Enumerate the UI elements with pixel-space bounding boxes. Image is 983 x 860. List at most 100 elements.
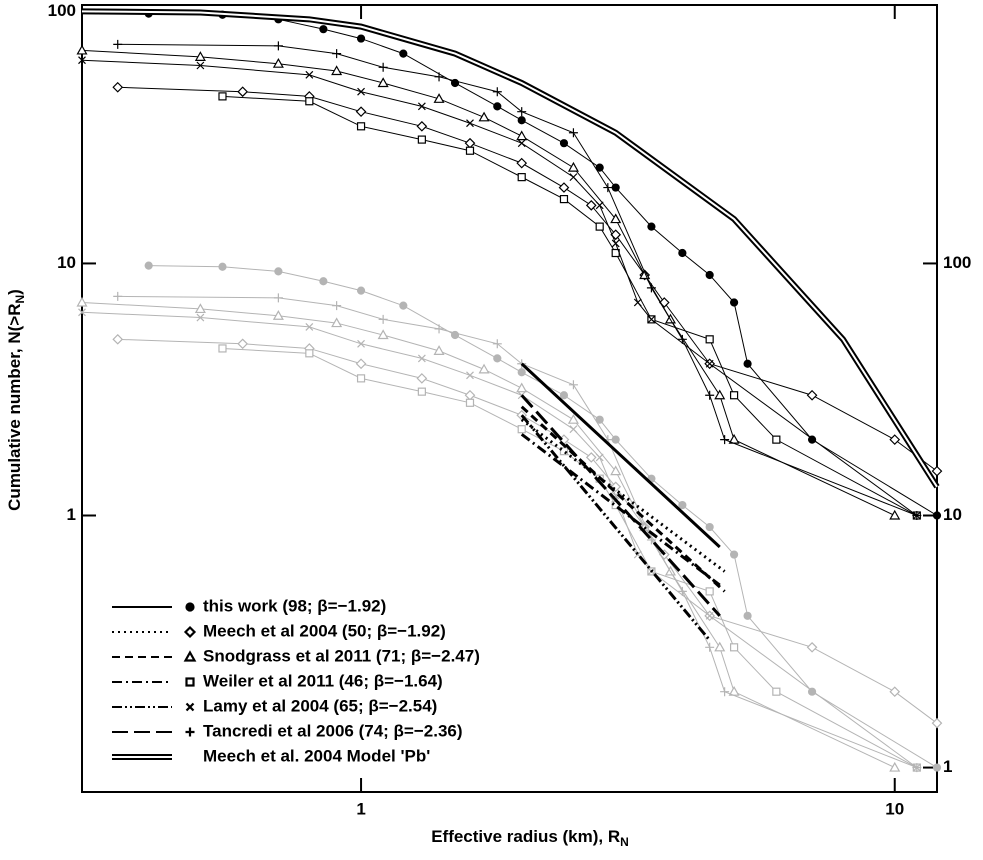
marker <box>647 222 656 231</box>
x-label-sub: N <box>620 835 629 849</box>
marker <box>185 727 195 737</box>
marker <box>559 139 569 148</box>
model-line-inner <box>81 10 938 488</box>
plot-frame <box>81 4 938 793</box>
legend-label: Lamy et al 2004 (65; β=−2.54) <box>203 696 437 715</box>
marker <box>889 686 901 698</box>
marker <box>305 70 314 79</box>
marker <box>185 677 195 687</box>
marker <box>113 39 123 49</box>
marker <box>559 391 569 400</box>
marker <box>567 413 579 424</box>
marker <box>237 338 249 350</box>
marker <box>355 106 367 118</box>
marker <box>568 128 578 138</box>
marker <box>569 425 578 434</box>
marker <box>585 452 597 463</box>
marker <box>516 157 528 169</box>
marker <box>516 382 528 393</box>
marker <box>569 173 578 182</box>
marker <box>611 435 620 444</box>
marker <box>932 763 942 772</box>
fit-line <box>520 394 721 617</box>
marker <box>78 56 86 65</box>
marker <box>932 511 942 520</box>
series-line <box>117 295 918 769</box>
fit-line <box>520 362 721 549</box>
marker <box>357 87 365 96</box>
marker <box>729 550 739 559</box>
marker <box>658 297 670 308</box>
marker <box>76 44 88 55</box>
marker <box>646 283 656 293</box>
marker <box>558 182 570 193</box>
marker <box>319 277 328 286</box>
x-tick-label: 1 <box>356 799 365 818</box>
marker <box>610 465 622 476</box>
marker <box>466 371 474 380</box>
marker <box>331 317 343 328</box>
marker <box>743 611 752 620</box>
marker <box>273 41 283 51</box>
marker <box>112 333 124 345</box>
marker <box>517 107 527 117</box>
marker <box>465 398 475 407</box>
marker <box>517 173 526 182</box>
fit-line <box>520 418 726 573</box>
marker <box>76 296 88 307</box>
marker <box>433 345 445 355</box>
marker <box>912 511 922 521</box>
marker <box>705 390 715 400</box>
marker <box>416 120 428 132</box>
marker <box>889 434 901 445</box>
marker <box>516 130 528 141</box>
marker <box>806 641 818 653</box>
marker <box>677 586 687 596</box>
y2-tick-label: 10 <box>943 505 962 524</box>
marker <box>356 286 366 295</box>
marker <box>399 49 408 58</box>
marker <box>705 587 714 596</box>
marker <box>705 335 714 344</box>
x-tick-label: 10 <box>885 799 904 818</box>
marker <box>113 291 123 301</box>
marker <box>559 447 569 456</box>
marker <box>305 97 314 106</box>
marker <box>705 642 715 652</box>
marker <box>595 453 604 462</box>
marker <box>417 387 426 396</box>
marker <box>633 298 642 307</box>
y-axis-label: Cumulative number, N(>RN) <box>5 289 27 511</box>
marker <box>806 389 818 401</box>
marker <box>465 146 475 155</box>
marker <box>912 763 922 773</box>
marker <box>714 641 726 652</box>
legend-label: this work (98; β=−1.92) <box>203 596 386 615</box>
marker <box>931 465 943 477</box>
marker <box>377 329 389 340</box>
y-tick-label: 1 <box>67 505 76 524</box>
marker <box>218 262 227 271</box>
marker <box>603 183 613 193</box>
marker <box>355 358 367 370</box>
marker <box>705 270 714 280</box>
marker <box>647 315 656 324</box>
marker <box>478 111 490 122</box>
marker <box>305 322 314 331</box>
marker <box>492 87 502 97</box>
marker <box>678 500 687 510</box>
marker <box>568 380 578 390</box>
marker <box>889 509 901 520</box>
marker <box>196 313 205 322</box>
series-line <box>117 338 938 724</box>
marker <box>610 213 622 224</box>
marker <box>356 34 366 43</box>
marker <box>931 717 943 729</box>
marker <box>595 415 604 424</box>
marker <box>705 522 714 532</box>
marker <box>705 359 714 368</box>
marker <box>729 298 739 307</box>
marker <box>237 86 249 98</box>
fit-line <box>520 414 711 642</box>
